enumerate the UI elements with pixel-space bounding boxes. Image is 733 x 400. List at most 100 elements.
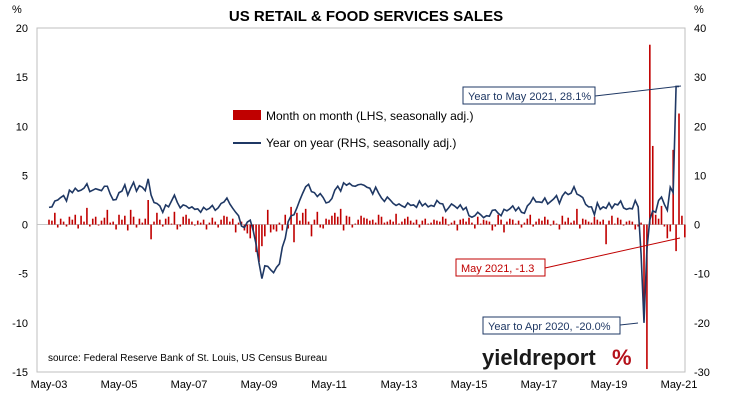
- annotation-box-yoy-apr20: [482, 316, 621, 335]
- mom-bar: [453, 220, 456, 225]
- right-tick-label: 40: [694, 23, 706, 35]
- mom-bar: [412, 222, 415, 225]
- mom-bar: [450, 222, 453, 225]
- mom-bars: [48, 44, 686, 370]
- right-tick-label: 20: [694, 121, 706, 133]
- legend: Month on month (LHS, seasonally adj.) Ye…: [233, 109, 473, 150]
- mom-bar: [605, 224, 607, 245]
- annotation-text-yoy-apr20: Year to Apr 2020, -20.0%: [488, 321, 611, 333]
- mom-bar: [357, 219, 359, 225]
- legend-label-mom: Month on month (LHS, seasonally adj.): [266, 109, 473, 123]
- x-axis: May-03 May-05 May-07 May-09 May-11 May-13 May-…: [31, 379, 698, 391]
- mom-bar: [65, 224, 68, 227]
- mom-bar: [115, 224, 117, 230]
- mom-bar: [351, 224, 354, 228]
- mom-bar: [555, 223, 558, 225]
- x-tick-label: May-05: [101, 379, 138, 391]
- mom-bar: [126, 224, 129, 231]
- mom-bar: [409, 220, 412, 225]
- mom-bar: [564, 221, 567, 225]
- mom-bar: [138, 218, 141, 225]
- mom-bar: [223, 215, 225, 225]
- mom-bar: [430, 222, 432, 225]
- mom-bar: [660, 205, 663, 225]
- mom-bar: [395, 213, 397, 225]
- mom-bar: [433, 219, 435, 225]
- mom-bar: [479, 223, 482, 225]
- mom-bar: [570, 222, 572, 225]
- mom-bar: [625, 221, 628, 225]
- mom-bar: [424, 218, 427, 225]
- mom-bar: [313, 219, 316, 225]
- mom-bar: [640, 222, 642, 225]
- mom-bar: [363, 217, 365, 225]
- left-tick-label: -15: [12, 367, 28, 379]
- mom-bar: [342, 224, 345, 231]
- mom-bar: [296, 212, 298, 225]
- left-axis-unit: %: [12, 4, 22, 16]
- x-tick-label: May-03: [31, 379, 68, 391]
- mom-bar: [546, 219, 549, 225]
- mom-bar: [74, 214, 77, 225]
- mom-bar: [532, 224, 534, 227]
- left-tick-label: 10: [16, 121, 28, 133]
- mom-bar: [611, 215, 613, 225]
- mom-bar: [386, 221, 389, 225]
- mom-bar: [220, 219, 222, 225]
- mom-bar: [339, 208, 342, 225]
- mom-bar: [619, 219, 622, 225]
- mom-bar: [153, 221, 155, 225]
- mom-bar: [520, 224, 523, 228]
- mom-bar: [380, 216, 383, 225]
- mom-bar: [552, 220, 555, 225]
- mom-bar: [56, 224, 59, 228]
- mom-bar: [118, 214, 120, 225]
- mom-bar: [657, 218, 660, 225]
- mom-bar: [284, 214, 287, 225]
- mom-bar: [663, 224, 666, 227]
- mom-bar: [71, 219, 74, 225]
- mom-bar: [240, 221, 243, 225]
- mom-bar: [196, 220, 199, 225]
- mom-bar: [649, 44, 651, 225]
- mom-bar: [637, 224, 639, 227]
- mom-bar: [97, 224, 100, 226]
- x-tick-label: May-19: [591, 379, 628, 391]
- mom-bar: [275, 224, 278, 232]
- mom-bar: [336, 216, 339, 225]
- mom-bar: [103, 217, 106, 225]
- mom-bar: [185, 214, 187, 225]
- mom-bar: [497, 214, 499, 225]
- mom-bar: [310, 224, 313, 237]
- annotation-mom-may21: May 2021, -1.3: [455, 237, 681, 277]
- mom-bar: [144, 218, 147, 225]
- mom-bar: [354, 223, 357, 225]
- mom-bar: [523, 222, 526, 225]
- mom-bar: [100, 220, 103, 225]
- mom-bar: [418, 224, 421, 228]
- mom-bar: [439, 221, 441, 225]
- mom-bar: [602, 219, 604, 225]
- mom-bar: [316, 211, 319, 225]
- mom-bar: [529, 214, 532, 225]
- mom-bar: [628, 220, 631, 225]
- mom-bar: [348, 216, 351, 225]
- mom-bar: [269, 224, 272, 233]
- mom-bar: [281, 224, 284, 231]
- mom-bar: [121, 219, 123, 225]
- mom-bar: [503, 224, 505, 233]
- annotation-text-mom-may21: May 2021, -1.3: [461, 263, 534, 275]
- mom-bar: [462, 218, 464, 225]
- mom-bar: [383, 222, 386, 225]
- mom-bar: [304, 208, 307, 225]
- logo: yieldreport %: [482, 345, 632, 370]
- mom-bar: [170, 223, 173, 225]
- mom-bar: [579, 224, 581, 229]
- mom-bar: [526, 218, 529, 225]
- mom-bar: [217, 224, 219, 228]
- right-tick-label: 0: [694, 220, 700, 232]
- yoy-line: [48, 85, 679, 323]
- x-tick-label: May-09: [241, 379, 278, 391]
- mom-bar: [544, 216, 546, 225]
- mom-bar: [156, 212, 158, 225]
